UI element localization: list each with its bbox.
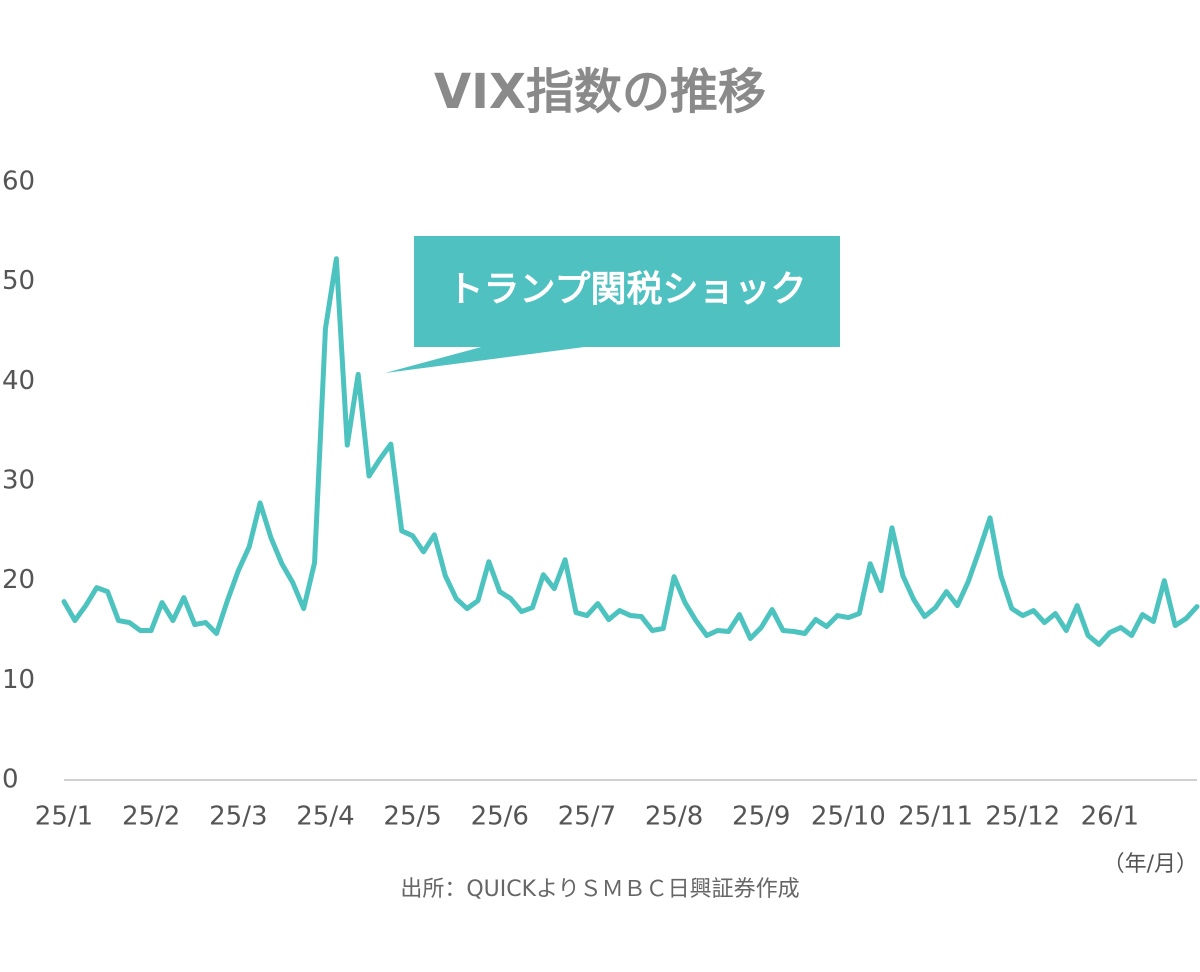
y-tick-label: 30 (2, 466, 35, 496)
source: 出所：QUICKよりＳＭＢＣ日興証券作成 (400, 877, 799, 902)
x-tick-label: 25/1 (35, 802, 93, 832)
annotation-text: トランプ関税ショック (448, 269, 807, 310)
x-tick-label: 25/6 (471, 802, 529, 832)
vix-line (61, 256, 1200, 647)
x-tick-label: 25/8 (645, 802, 703, 832)
callout-box (414, 236, 840, 347)
x-tick-label: 25/9 (732, 802, 790, 832)
callout-pointer (385, 346, 592, 373)
x-tick-label: 25/4 (296, 802, 354, 832)
x-tick-label: 25/12 (985, 802, 1060, 832)
x-tick-label: 25/11 (898, 802, 973, 832)
x-tick-label: 25/10 (811, 802, 886, 832)
y-tick-label: 10 (2, 665, 35, 695)
x-tick-label: 26/1 (1081, 802, 1139, 832)
y-tick-label: 20 (2, 565, 35, 595)
y-tick-label: 60 (2, 167, 35, 197)
y-tick-label: 0 (2, 765, 19, 795)
x-tick-label: 25/2 (122, 802, 180, 832)
x-unit-label: （年/月） (1103, 852, 1198, 877)
x-tick-label: 25/7 (558, 802, 616, 832)
x-tick-label: 25/5 (383, 802, 441, 832)
annotation: トランプ関税ショック (385, 236, 840, 373)
y-tick-label: 40 (2, 366, 35, 396)
x-tick-label: 25/3 (209, 802, 267, 832)
y-tick-label: 50 (2, 266, 35, 296)
chart-title: VIX指数の推移 (434, 64, 766, 120)
